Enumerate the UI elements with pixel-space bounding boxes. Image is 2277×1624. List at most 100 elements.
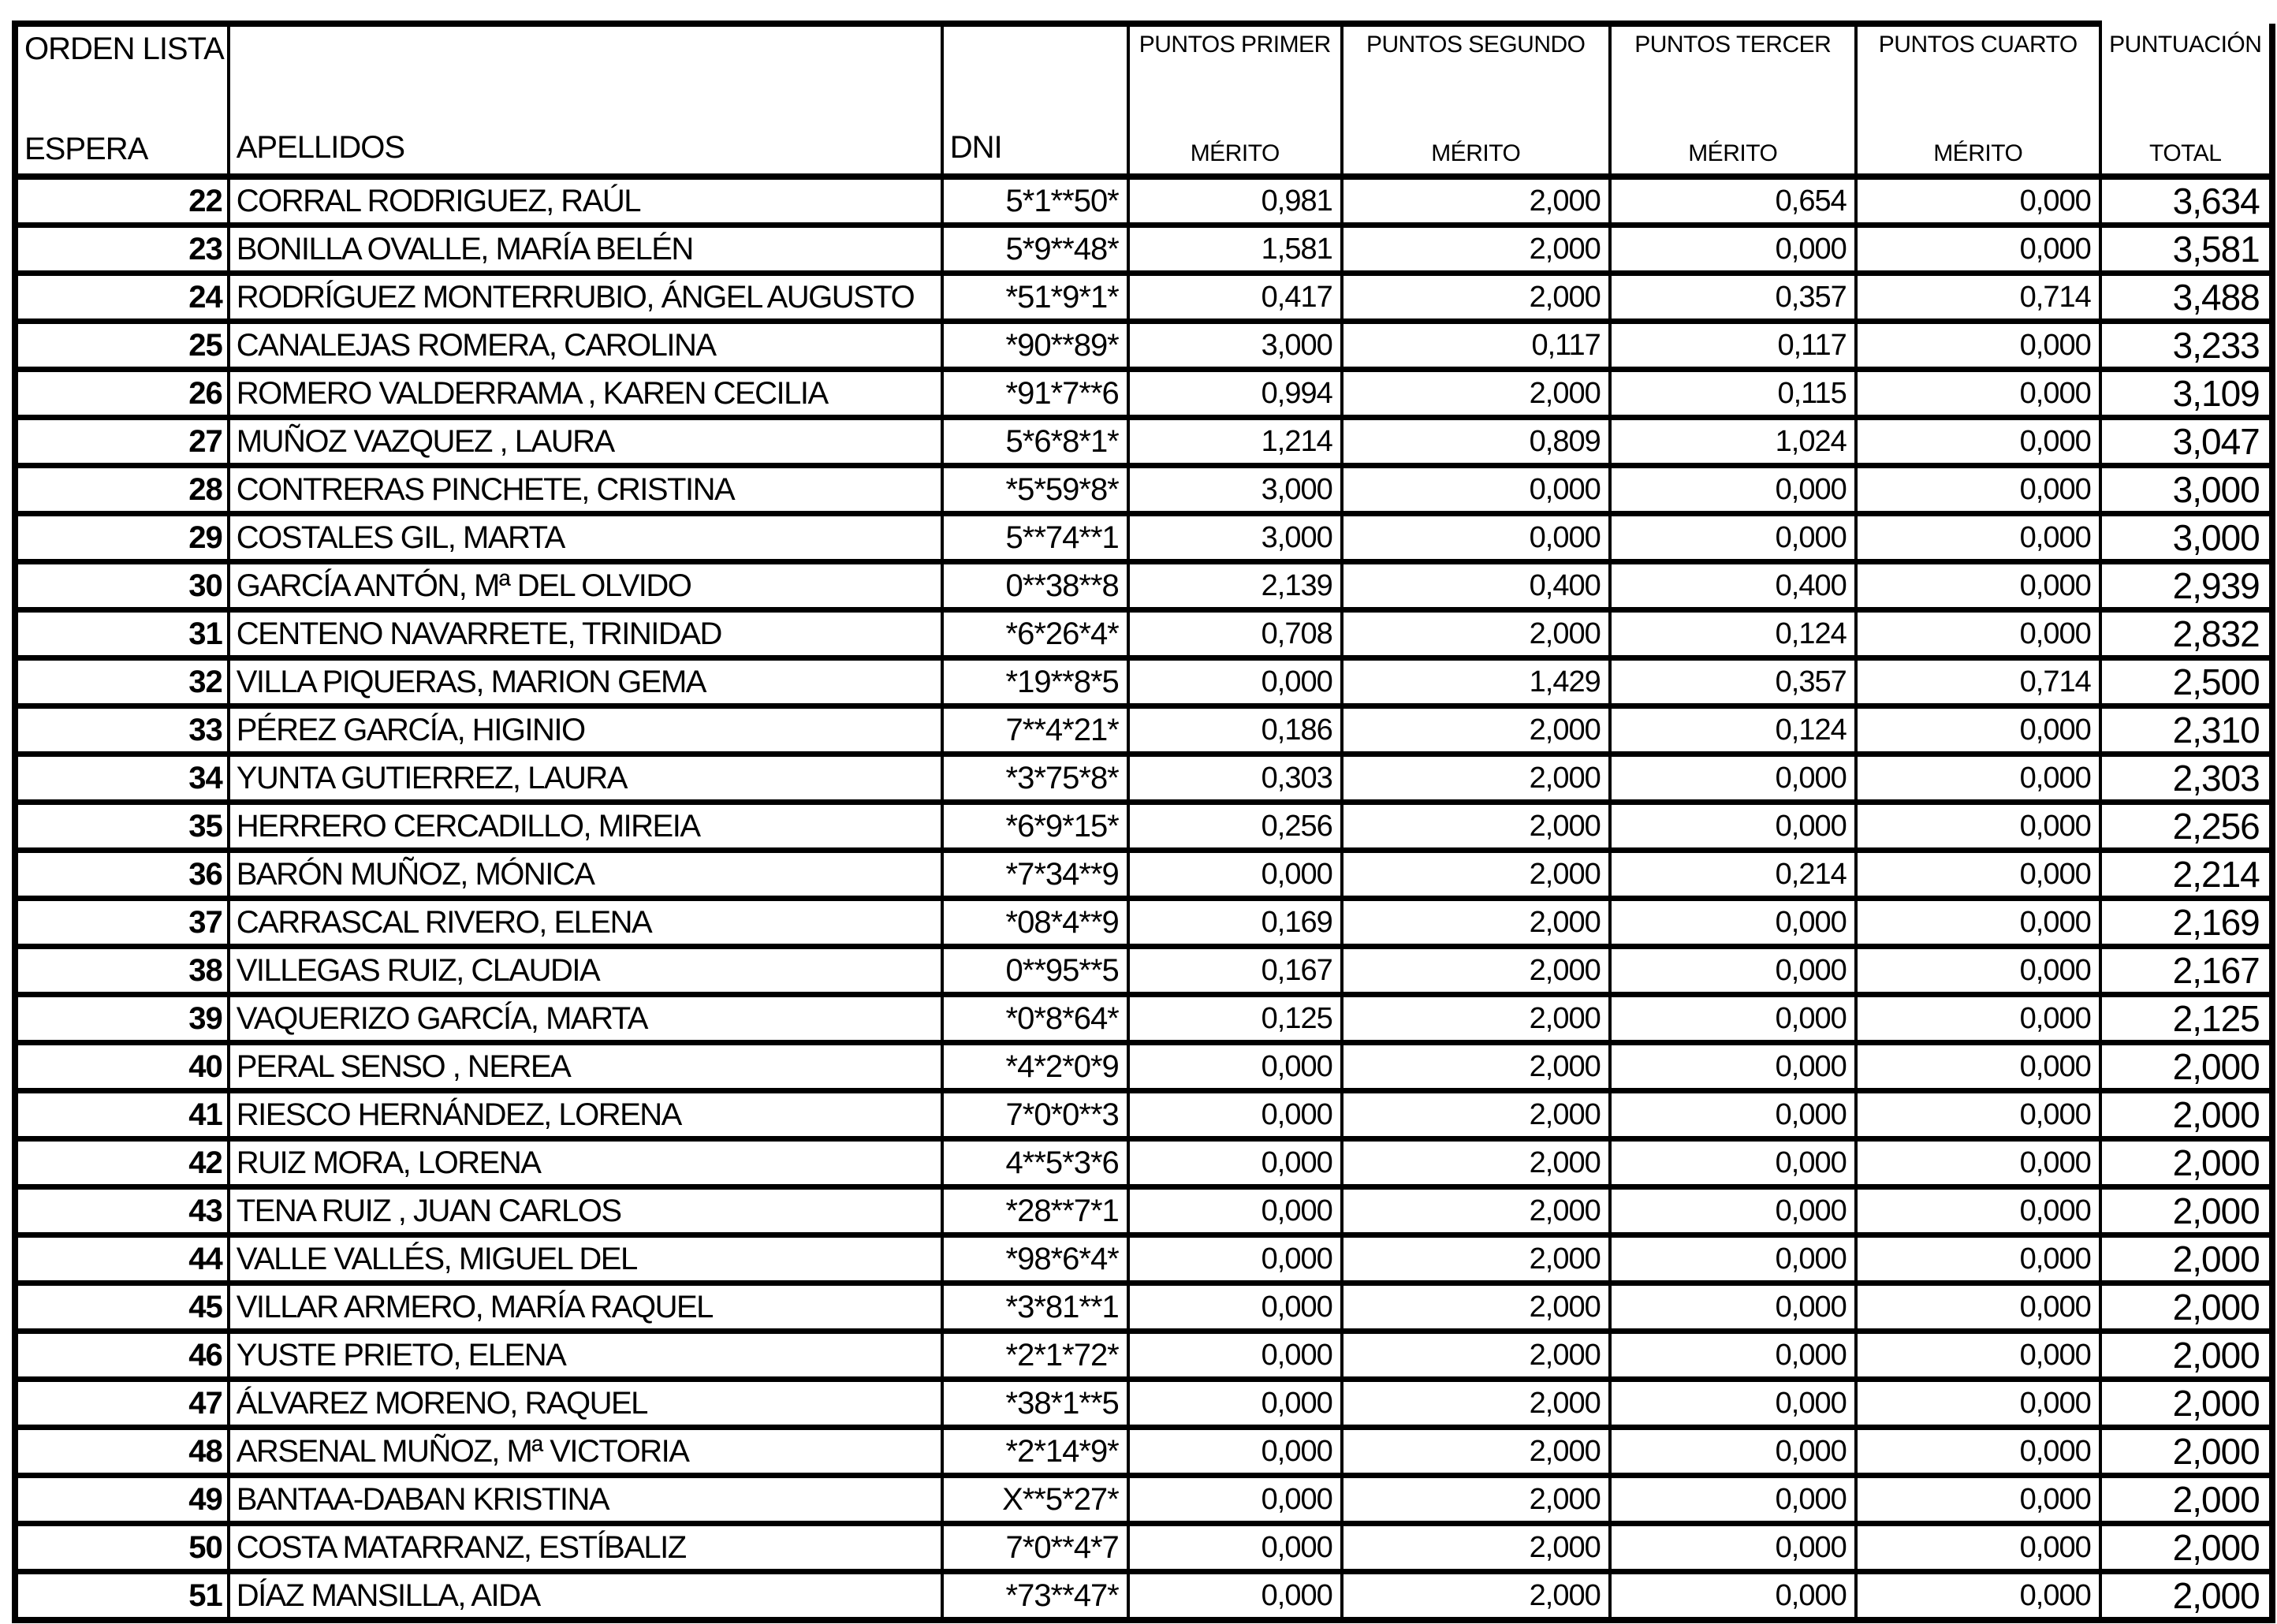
cell-puntos-segundo: 2,000 [1340,1521,1612,1574]
table-row: 35 HERRERO CERCADILLO, MIREIA *6*9*15* 0,25… [12,799,2275,853]
table-row: 24 RODRÍGUEZ MONTERRUBIO, ÁNGEL AUGUSTO *5… [12,270,2275,324]
cell-apellidos: ROMERO VALDERRAMA , KAREN CECILIA [226,367,944,420]
header-apellidos: APELLIDOS [226,20,944,180]
cell-puntos-tercer: 1,024 [1608,415,1858,468]
cell-orden: 30 [12,559,230,613]
cell-dni: *5*59*8* [940,463,1130,516]
cell-puntos-segundo: 2,000 [1340,751,1612,805]
cell-puntos-cuarto: 0,000 [1854,1569,2102,1623]
cell-dni: *91*7**6 [940,367,1130,420]
cell-puntos-tercer: 0,654 [1608,173,1858,228]
cell-puntos-segundo: 2,000 [1340,1473,1612,1526]
cell-puntos-segundo: 2,000 [1340,1040,1612,1093]
table-row: 48 ARSENAL MUÑOZ, Mª VICTORIA *2*14*9* 0,00… [12,1425,2275,1478]
header-puntos-cuarto-label: PUNTOS CUARTO [1878,32,2078,58]
cell-dni: 7*0**4*7 [940,1521,1130,1574]
cell-puntos-primer: 0,708 [1126,607,1343,661]
table-row: 49 BANTAA-DABAN KRISTINA X**5*27* 0,000 2,00… [12,1473,2275,1526]
cell-puntos-cuarto: 0,000 [1854,463,2102,516]
cell-puntos-primer: 0,000 [1126,1280,1343,1334]
table-row: 50 COSTA MATARRANZ, ESTÍBALIZ 7*0**4*7 0,00… [12,1521,2275,1574]
cell-puntos-tercer: 0,000 [1608,1280,1858,1334]
cell-puntos-tercer: 0,000 [1608,1232,1858,1286]
cell-dni: *4*2*0*9 [940,1040,1130,1093]
cell-apellidos: COSTALES GIL, MARTA [226,511,944,564]
cell-orden: 32 [12,655,230,709]
cell-puntos-primer: 0,000 [1126,1328,1343,1382]
cell-puntos-cuarto: 0,000 [1854,1376,2102,1430]
cell-dni: *98*6*4* [940,1232,1130,1286]
cell-dni: 5*9**48* [940,222,1130,276]
cell-puntuacion-total: 2,000 [2098,1184,2275,1238]
cell-puntuacion-total: 2,310 [2098,703,2275,757]
cell-puntuacion-total: 2,939 [2098,559,2275,613]
table-row: 39 VAQUERIZO GARCÍA, MARTA *0*8*64* 0,125 2,… [12,992,2275,1045]
cell-puntos-tercer: 0,000 [1608,1521,1858,1574]
header-puntos-primer-label: PUNTOS PRIMER [1138,32,1331,58]
cell-puntos-primer: 0,000 [1126,1232,1343,1286]
cell-puntuacion-total: 2,256 [2098,799,2275,853]
cell-orden: 26 [12,367,230,420]
cell-puntos-tercer: 0,000 [1608,896,1858,949]
cell-puntuacion-total: 3,488 [2098,270,2275,324]
cell-puntuacion-total: 2,000 [2098,1136,2275,1190]
cell-puntos-cuarto: 0,000 [1854,1088,2102,1142]
cell-orden: 46 [12,1328,230,1382]
cell-orden: 38 [12,944,230,997]
cell-puntos-cuarto: 0,714 [1854,270,2102,324]
cell-orden: 48 [12,1425,230,1478]
cell-puntos-segundo: 2,000 [1340,222,1612,276]
cell-puntos-primer: 0,000 [1126,1136,1343,1190]
cell-puntos-segundo: 0,400 [1340,559,1612,613]
cell-puntos-tercer: 0,124 [1608,703,1858,757]
header-puntuacion-total: PUNTUACIÓN TOTAL [2098,24,2275,180]
cell-puntos-tercer: 0,000 [1608,1328,1858,1382]
cell-dni: 0**38**8 [940,559,1130,613]
cell-puntos-primer: 1,214 [1126,415,1343,468]
cell-puntos-segundo: 2,000 [1340,1232,1612,1286]
cell-puntos-segundo: 1,429 [1340,655,1612,709]
cell-dni: 0**95**5 [940,944,1130,997]
cell-puntos-tercer: 0,357 [1608,270,1858,324]
cell-puntos-primer: 0,169 [1126,896,1343,949]
cell-puntos-cuarto: 0,000 [1854,415,2102,468]
cell-puntuacion-total: 2,500 [2098,655,2275,709]
header-puntos-primer: PUNTOS PRIMER MÉRITO [1126,20,1343,180]
cell-puntos-segundo: 2,000 [1340,1280,1612,1334]
header-puntos-segundo-merito-label: MÉRITO [1431,140,1521,166]
header-orden-lista-label: ORDEN LISTA [24,32,225,66]
cell-orden: 23 [12,222,230,276]
cell-puntos-tercer: 0,000 [1608,944,1858,997]
cell-puntos-segundo: 0,117 [1340,318,1612,372]
cell-puntos-cuarto: 0,000 [1854,1232,2102,1286]
cell-puntos-segundo: 2,000 [1340,270,1612,324]
cell-puntos-cuarto: 0,000 [1854,703,2102,757]
cell-dni: *7*34**9 [940,847,1130,901]
cell-dni: *2*1*72* [940,1328,1130,1382]
table-row: 45 VILLAR ARMERO, MARÍA RAQUEL *3*81**1 0,0… [12,1280,2275,1334]
waiting-list-table: ORDEN LISTA ESPERA APELLIDOS DNI PUNTOS … [12,20,2275,1623]
cell-apellidos: DÍAZ MANSILLA, AIDA [226,1569,944,1623]
cell-apellidos: CARRASCAL RIVERO, ELENA [226,896,944,949]
cell-apellidos: GARCÍA ANTÓN, Mª DEL OLVIDO [226,559,944,613]
header-puntos-tercer-merito-label: MÉRITO [1688,140,1778,166]
table-row: 25 CANALEJAS ROMERA, CAROLINA *90**89* 3,00… [12,318,2275,372]
cell-puntos-segundo: 2,000 [1340,367,1612,420]
cell-puntos-primer: 0,000 [1126,1473,1343,1526]
cell-puntos-segundo: 2,000 [1340,944,1612,997]
cell-orden: 36 [12,847,230,901]
cell-puntos-segundo: 0,000 [1340,511,1612,564]
table-row: 22 CORRAL RODRIGUEZ, RAÚL 5*1**50* 0,981 2,0… [12,173,2275,228]
table-row: 47 ÁLVAREZ MORENO, RAQUEL *38*1**5 0,000 2,0… [12,1376,2275,1430]
cell-puntos-segundo: 2,000 [1340,847,1612,901]
cell-puntos-cuarto: 0,000 [1854,173,2102,228]
header-puntos-cuarto: PUNTOS CUARTO MÉRITO [1854,20,2102,180]
cell-dni: *28**7*1 [940,1184,1130,1238]
cell-puntuacion-total: 3,109 [2098,367,2275,420]
cell-puntos-primer: 3,000 [1126,511,1343,564]
cell-dni: *19**8*5 [940,655,1130,709]
cell-puntos-primer: 0,125 [1126,992,1343,1045]
cell-puntos-primer: 0,000 [1126,1040,1343,1093]
table-row: 40 PERAL SENSO , NEREA *4*2*0*9 0,000 2,000 0… [12,1040,2275,1093]
cell-puntos-cuarto: 0,000 [1854,847,2102,901]
